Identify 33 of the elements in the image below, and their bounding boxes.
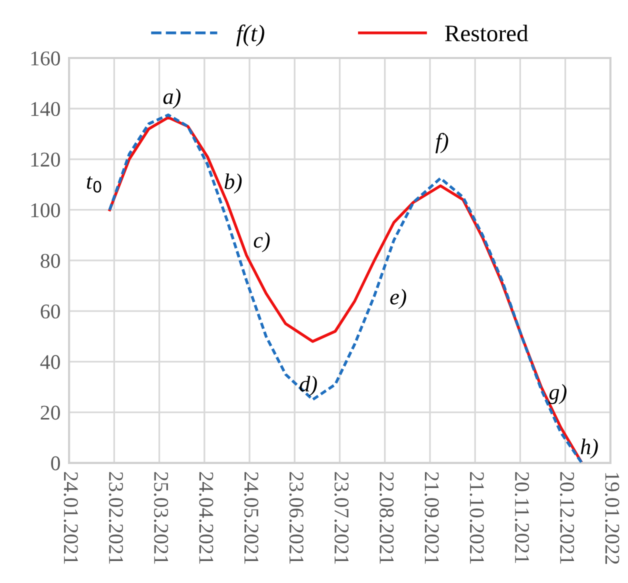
annotation: e) [390, 288, 406, 309]
x-tick-label: 20.11.2021 [514, 472, 530, 563]
annotation: a) [163, 88, 181, 109]
annotation: h) [580, 438, 598, 459]
annotation: b) [224, 173, 242, 194]
x-tick-label: 22.08.2021 [380, 472, 394, 564]
annotation: f) [436, 132, 448, 154]
y-tick-label: 160 [31, 51, 60, 66]
y-tick-label: 20 [40, 406, 60, 420]
y-tick-label: 140 [31, 102, 60, 116]
x-tick-label: 23.06.2021 [289, 472, 304, 564]
y-tick-label: 40 [40, 355, 60, 370]
annotation: d) [300, 376, 317, 396]
annotation: c) [254, 232, 270, 252]
x-tick-label: 24.05.2021 [244, 472, 258, 564]
y-tick-label: 0 [51, 456, 60, 470]
legend-label: Restored [445, 24, 528, 42]
x-tick-label: 24.04.2021 [199, 472, 214, 564]
x-tick-label: 19.01.2022 [605, 473, 620, 564]
annotation: g) [548, 384, 566, 404]
x-tick-label: 25.03.2021 [154, 472, 168, 564]
y-tick-label: 120 [31, 152, 60, 167]
y-tick-label: 100 [31, 203, 60, 218]
legend-label: f(t) [236, 24, 264, 46]
x-tick-label: 20.12.2021 [560, 472, 574, 564]
y-tick-label: 60 [40, 304, 60, 318]
x-tick-label: 23.02.2021 [108, 472, 124, 564]
y-tick-label: 80 [40, 254, 60, 268]
x-tick-label: 23.07.2021 [334, 472, 349, 564]
x-tick-label: 24.01.2021 [64, 472, 78, 564]
annotation: t$_{0}$ [86, 176, 102, 193]
x-tick-label: 21.10.2021 [470, 472, 484, 564]
x-tick-label: 21.09.2021 [424, 472, 439, 564]
